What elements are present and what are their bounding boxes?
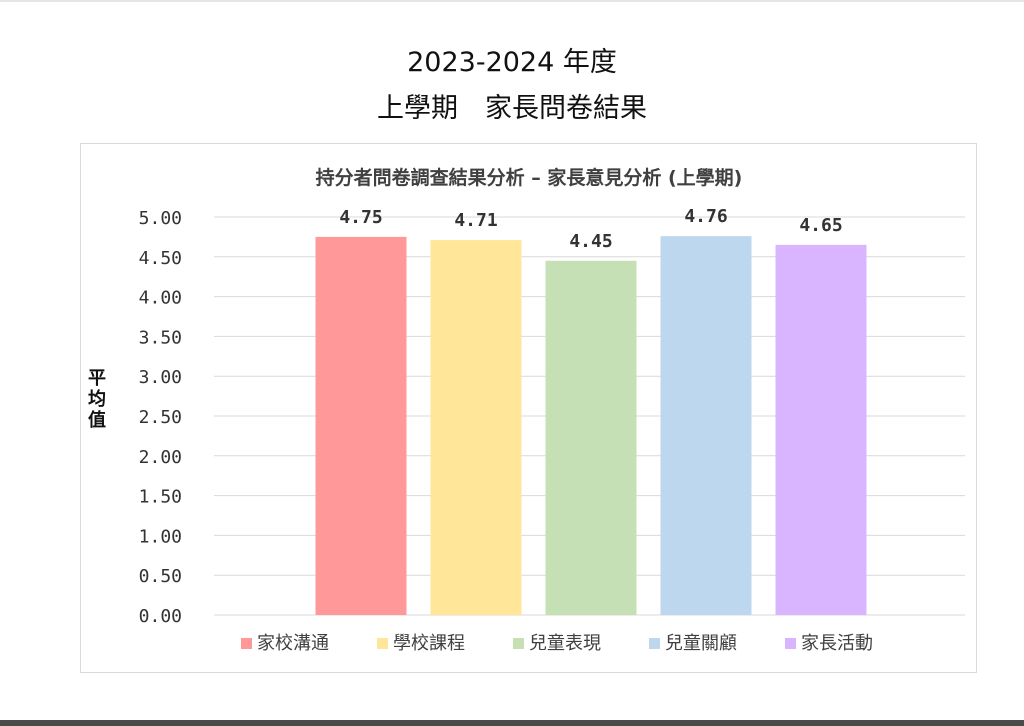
y-tick-label: 5.00 xyxy=(139,208,182,229)
data-label: 4.45 xyxy=(569,231,612,252)
legend-label: 家校溝通 xyxy=(257,633,329,654)
y-tick-label: 2.50 xyxy=(139,407,182,428)
data-label: 4.76 xyxy=(684,206,727,227)
y-tick-label: 3.00 xyxy=(139,367,182,388)
y-tick-label: 1.00 xyxy=(139,526,182,547)
bar xyxy=(775,244,867,616)
legend-swatch xyxy=(649,638,660,649)
bars xyxy=(315,236,867,616)
y-tick-label: 4.50 xyxy=(139,248,182,269)
bar xyxy=(315,236,407,615)
chart-title: 持分者問卷調查結果分析 – 家長意見分析 (上學期) xyxy=(316,166,743,189)
y-tick-label: 1.50 xyxy=(139,487,182,508)
legend-label: 學校課程 xyxy=(393,633,465,654)
page-heading-subtitle: 上學期 家長問卷結果 xyxy=(377,93,647,124)
chart-container: 持分者問卷調查結果分析 – 家長意見分析 (上學期) 0.00 0.50 1.00 1… xyxy=(80,143,977,673)
bar xyxy=(660,236,752,615)
legend-swatch xyxy=(241,638,252,649)
y-axis-ticks: 0.00 0.50 1.00 1.50 2.00 2.50 3.00 3.50 4.00 4.50… xyxy=(139,208,182,627)
legend-label: 兒童關顧 xyxy=(665,633,737,654)
y-axis-title: 平均值 xyxy=(88,368,106,431)
y-tick-label: 2.00 xyxy=(139,447,182,468)
data-label: 4.65 xyxy=(799,215,842,236)
y-tick-label: 0.50 xyxy=(139,566,182,587)
y-axis-title-char: 均 xyxy=(88,388,106,410)
legend-label: 家長活動 xyxy=(801,633,873,654)
y-tick-label: 0.00 xyxy=(139,606,182,627)
bar xyxy=(430,240,522,616)
legend: 家校溝通 學校課程 兒童表現 兒童關顧 家長活動 xyxy=(241,633,873,654)
window-top-border xyxy=(0,0,1024,2)
y-axis-title-char: 值 xyxy=(88,409,106,431)
legend-swatch xyxy=(513,638,524,649)
y-tick-label: 4.00 xyxy=(139,288,182,309)
bar xyxy=(545,260,637,615)
y-axis-title-char: 平 xyxy=(88,368,106,389)
data-labels: 4.75 4.71 4.45 4.76 4.65 xyxy=(339,206,842,252)
page-heading-year: 2023-2024 年度 xyxy=(407,47,617,78)
data-label: 4.71 xyxy=(454,210,497,231)
legend-swatch xyxy=(377,638,388,649)
y-tick-label: 3.50 xyxy=(139,327,182,348)
legend-label: 兒童表現 xyxy=(529,633,601,654)
legend-swatch xyxy=(785,638,796,649)
window-bottom-border xyxy=(0,720,1024,726)
data-label: 4.75 xyxy=(339,207,382,228)
bar-chart: 持分者問卷調查結果分析 – 家長意見分析 (上學期) 0.00 0.50 1.00 1… xyxy=(88,166,965,654)
